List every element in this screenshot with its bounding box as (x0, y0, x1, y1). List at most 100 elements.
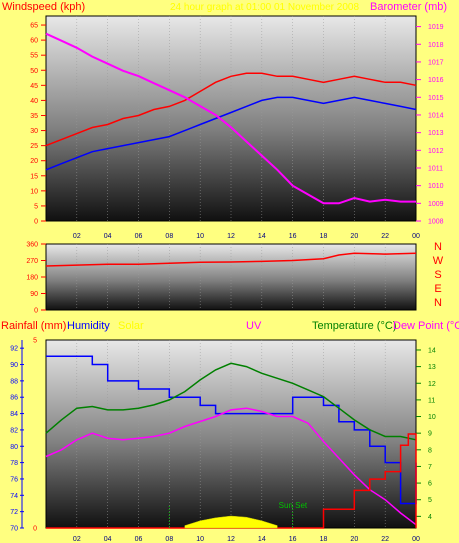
x-tick-label: 04 (104, 233, 112, 240)
compass-label: W (433, 255, 444, 267)
temp-tick-label: 8 (428, 447, 432, 454)
baro-tick-label: 1012 (428, 148, 444, 155)
x-tick-label: 12 (227, 536, 235, 543)
wind-tick-label: 45 (30, 83, 38, 90)
compass-label: E (434, 283, 441, 295)
direction-line-0 (45, 252, 417, 267)
wind-tick-label: 65 (30, 23, 38, 30)
temp-tick-label: 12 (428, 381, 436, 388)
x-tick-label: 00 (412, 536, 420, 543)
humidity-tick-label: 86 (10, 395, 18, 402)
temp-tick-label: 10 (428, 414, 436, 421)
x-tick-label: 22 (381, 536, 389, 543)
humidity-label: Humidity (67, 320, 110, 332)
wind-tick-label: 20 (30, 158, 38, 165)
series-line-0 (45, 72, 417, 147)
dewpoint-label: Dew Point (°C) (393, 320, 459, 332)
humidity-tick-label: 72 (10, 509, 18, 516)
temperature-label: Temperature (°C) (312, 320, 397, 332)
x-tick-label: 14 (258, 233, 266, 240)
humidity-tick-label: 76 (10, 476, 18, 483)
wind-tick-label: 50 (30, 68, 38, 75)
x-tick-label: 20 (350, 536, 358, 543)
compass-label: N (434, 297, 442, 309)
x-tick-label: 06 (135, 536, 143, 543)
x-tick-label: 08 (165, 233, 173, 240)
direction-tick-label: 0 (34, 308, 38, 315)
baro-tick-label: 1013 (428, 130, 444, 137)
wind-tick-label: 30 (30, 128, 38, 135)
x-tick-label: 16 (289, 233, 297, 240)
baro-tick-label: 1010 (428, 183, 444, 190)
x-tick-label: 16 (289, 536, 297, 543)
x-tick-label: 18 (320, 233, 328, 240)
climate-series-2 (45, 407, 417, 526)
temp-tick-label: 6 (428, 481, 432, 488)
x-tick-label: 04 (104, 536, 112, 543)
x-tick-label: 02 (73, 233, 81, 240)
climate-series-3 (46, 433, 417, 529)
wind-tick-label: 0 (34, 219, 38, 226)
rain-tick-label: 5 (33, 338, 37, 345)
baro-tick-label: 1011 (428, 165, 443, 172)
humidity-tick-label: 90 (10, 362, 18, 369)
compass-label: S (434, 269, 441, 281)
x-tick-label: 08 (165, 536, 173, 543)
x-tick-label: 10 (196, 233, 204, 240)
x-tick-label: 10 (196, 536, 204, 543)
chart-title: 24 hour graph at 01:00 01 November 2008 (170, 2, 360, 13)
rain-tick-label: 0 (33, 526, 37, 533)
x-tick-label: 18 (320, 536, 328, 543)
direction-tick-label: 270 (26, 258, 38, 265)
wind-tick-label: 15 (30, 173, 38, 180)
humidity-tick-label: 84 (10, 411, 18, 418)
humidity-tick-label: 82 (10, 427, 18, 434)
humidity-tick-label: 70 (10, 526, 18, 533)
baro-tick-label: 1014 (428, 112, 444, 119)
humidity-tick-label: 92 (10, 346, 18, 353)
temp-tick-label: 9 (428, 431, 432, 438)
climate-series-0 (46, 355, 417, 505)
wind-tick-label: 60 (30, 38, 38, 45)
uv-label: UV (246, 320, 262, 332)
wind-tick-label: 25 (30, 143, 38, 150)
wind-tick-label: 5 (34, 203, 38, 210)
sunset-label: Sun Set (279, 501, 308, 510)
temp-tick-label: 4 (428, 514, 432, 521)
x-tick-label: 02 (73, 536, 81, 543)
wind-tick-label: 55 (30, 53, 38, 60)
wind-tick-label: 10 (30, 188, 38, 195)
x-tick-label: 14 (258, 536, 266, 543)
temp-tick-label: 13 (428, 364, 436, 371)
baro-tick-label: 1015 (428, 95, 444, 102)
baro-tick-label: 1008 (428, 219, 444, 226)
x-tick-label: 00 (412, 233, 420, 240)
series-line-2 (45, 32, 416, 205)
wind-tick-label: 35 (30, 113, 38, 120)
temp-tick-label: 14 (428, 347, 436, 354)
baro-tick-label: 1009 (428, 201, 444, 208)
direction-tick-label: 360 (26, 242, 38, 249)
humidity-tick-label: 74 (10, 493, 18, 500)
x-tick-label: 22 (381, 233, 389, 240)
wind-tick-label: 40 (30, 98, 38, 105)
humidity-tick-label: 80 (10, 444, 18, 451)
compass-label: N (434, 241, 442, 253)
x-tick-label: 06 (135, 233, 143, 240)
x-tick-label: 12 (227, 233, 235, 240)
temp-tick-label: 7 (428, 464, 432, 471)
solar-area (184, 515, 278, 529)
barometer-axis-label: Barometer (mb) (370, 1, 448, 13)
solar-label: Solar (118, 320, 144, 332)
baro-tick-label: 1017 (428, 59, 444, 66)
temp-tick-label: 5 (428, 497, 432, 504)
direction-tick-label: 90 (30, 291, 38, 298)
humidity-tick-label: 88 (10, 378, 18, 385)
baro-tick-label: 1019 (428, 24, 444, 31)
direction-tick-label: 180 (26, 275, 38, 282)
baro-tick-label: 1018 (428, 42, 444, 49)
x-tick-label: 20 (350, 233, 358, 240)
climate-series-1 (45, 362, 417, 441)
windspeed-axis-label: Windspeed (kph) (2, 1, 86, 13)
